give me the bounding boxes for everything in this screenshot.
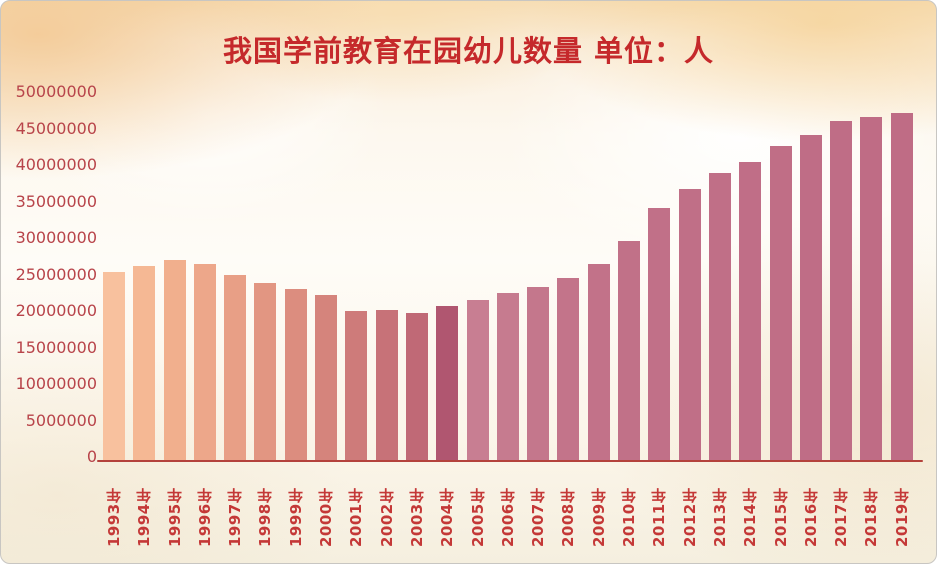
- x-tick-label: 2012年: [680, 487, 699, 547]
- y-tick-label: 35000000: [15, 191, 97, 211]
- x-tick-label: 2007年: [529, 487, 548, 547]
- x-tick-label: 2002年: [377, 487, 396, 547]
- x-tick-slot: 2007年: [527, 467, 549, 547]
- x-tick-slot: 2000年: [315, 467, 337, 547]
- chart-title: 我国学前教育在园幼儿数量 单位：人: [222, 34, 715, 68]
- x-tick-slot: 2018年: [860, 467, 882, 547]
- y-tick-label: 10000000: [15, 374, 97, 393]
- y-tick-label: 5000000: [25, 410, 97, 430]
- x-tick-label: 2014年: [741, 487, 760, 547]
- x-tick-slot: 2010年: [618, 467, 640, 547]
- bar-2014年: [739, 162, 762, 460]
- bar-2009年: [587, 264, 610, 460]
- bar-1999年: [284, 289, 307, 460]
- bar-2001年: [345, 311, 368, 460]
- x-tick-label: 2003年: [407, 487, 426, 547]
- x-tick-slot: 1999年: [285, 467, 307, 547]
- y-tick-label: 20000000: [15, 301, 97, 320]
- y-tick-label: 25000000: [15, 264, 97, 284]
- y-tick-label: 30000000: [15, 228, 97, 247]
- x-tick-slot: 2004年: [436, 467, 458, 547]
- x-tick-label: 1995年: [165, 487, 184, 547]
- x-tick-label: 2008年: [559, 487, 578, 547]
- x-tick-slot: 1994年: [133, 467, 155, 547]
- x-tick-label: 1996年: [195, 487, 214, 547]
- x-tick-slot: 2011年: [648, 467, 670, 547]
- x-tick-slot: 1998年: [254, 467, 276, 547]
- x-tick-label: 2019年: [892, 487, 911, 547]
- x-tick-label: 1999年: [286, 487, 305, 547]
- x-tick-label: 2004年: [438, 487, 457, 547]
- x-tick-label: 2001年: [347, 487, 366, 547]
- bar-2017年: [830, 121, 853, 460]
- x-tick-label: 1993年: [105, 487, 123, 547]
- bar-2015年: [769, 146, 792, 460]
- x-tick-slot: 2016年: [800, 467, 822, 547]
- x-tick-label: 2013年: [710, 487, 729, 547]
- x-tick-label: 2017年: [832, 487, 851, 547]
- x-tick-slot: 2013年: [709, 467, 731, 547]
- x-tick-label: 2015年: [771, 487, 790, 547]
- bar-2010年: [618, 241, 641, 460]
- x-tick-label: 2018年: [862, 487, 881, 547]
- x-tick-slot: 1996年: [194, 467, 216, 547]
- x-tick-slot: 2008年: [557, 467, 579, 547]
- x-tick-label: 1994年: [135, 487, 154, 547]
- x-tick-slot: 2017年: [830, 467, 852, 547]
- bar-2019年: [890, 113, 913, 460]
- bar-2007年: [527, 287, 550, 460]
- bar-2012年: [678, 189, 701, 460]
- y-tick-label: 15000000: [15, 337, 97, 357]
- x-tick-label: 2006年: [498, 487, 517, 547]
- y-tick-label: 50000000: [15, 82, 97, 101]
- x-tick-slot: 1993年: [103, 467, 125, 547]
- bar-2011年: [648, 208, 671, 460]
- x-axis-line: [97, 460, 923, 462]
- bar-1996年: [193, 264, 216, 460]
- bar-series: [103, 92, 913, 460]
- bar-1993年: [103, 272, 125, 460]
- x-tick-slot: 1995年: [164, 467, 186, 547]
- x-tick-slot: 2014年: [739, 467, 761, 547]
- bar-1994年: [133, 266, 156, 460]
- y-tick-label: 40000000: [15, 155, 97, 174]
- x-tick-slot: 2005年: [467, 467, 489, 547]
- bar-1997年: [224, 275, 247, 460]
- x-tick-slot: 2012年: [679, 467, 701, 547]
- x-tick-slot: 2015年: [770, 467, 792, 547]
- bar-2008年: [557, 278, 580, 460]
- x-tick-slot: 2009年: [588, 467, 610, 547]
- x-tick-slot: 2006年: [497, 467, 519, 547]
- y-axis: 0 5000000 10000000 15000000 20000000 25000000…: [15, 1, 97, 563]
- x-tick-label: 2005年: [468, 487, 487, 547]
- x-tick-slot: 1997年: [224, 467, 246, 547]
- bar-2018年: [860, 117, 883, 460]
- x-tick-slot: 2003年: [406, 467, 428, 547]
- x-tick-slot: 2001年: [345, 467, 367, 547]
- x-tick-slot: 2019年: [891, 467, 913, 547]
- bar-1998年: [254, 283, 277, 460]
- bar-2006年: [496, 293, 519, 460]
- x-tick-label: 2011年: [650, 487, 669, 547]
- x-tick-label: 1998年: [256, 487, 275, 547]
- bar-1995年: [163, 260, 186, 460]
- bar-2000年: [315, 295, 338, 460]
- bar-2013年: [708, 173, 731, 460]
- x-tick-label: 2000年: [317, 487, 336, 547]
- x-tick-slot: 2002年: [376, 467, 398, 547]
- x-tick-label: 2009年: [589, 487, 608, 547]
- bar-2004年: [436, 306, 459, 460]
- x-axis-labels: 1993年 1994年 1995年 1996年 1997年 1998年 1999年 2000年…: [103, 467, 913, 547]
- x-tick-label: 2016年: [801, 487, 820, 547]
- x-tick-label: 2010年: [620, 487, 639, 547]
- x-tick-label: 1997年: [226, 487, 245, 547]
- y-tick-label: 0: [86, 447, 97, 466]
- bar-2003年: [405, 313, 428, 460]
- bar-2002年: [375, 310, 398, 460]
- y-tick-label: 45000000: [15, 118, 97, 138]
- bar-2016年: [799, 135, 822, 460]
- bar-2005年: [466, 300, 489, 460]
